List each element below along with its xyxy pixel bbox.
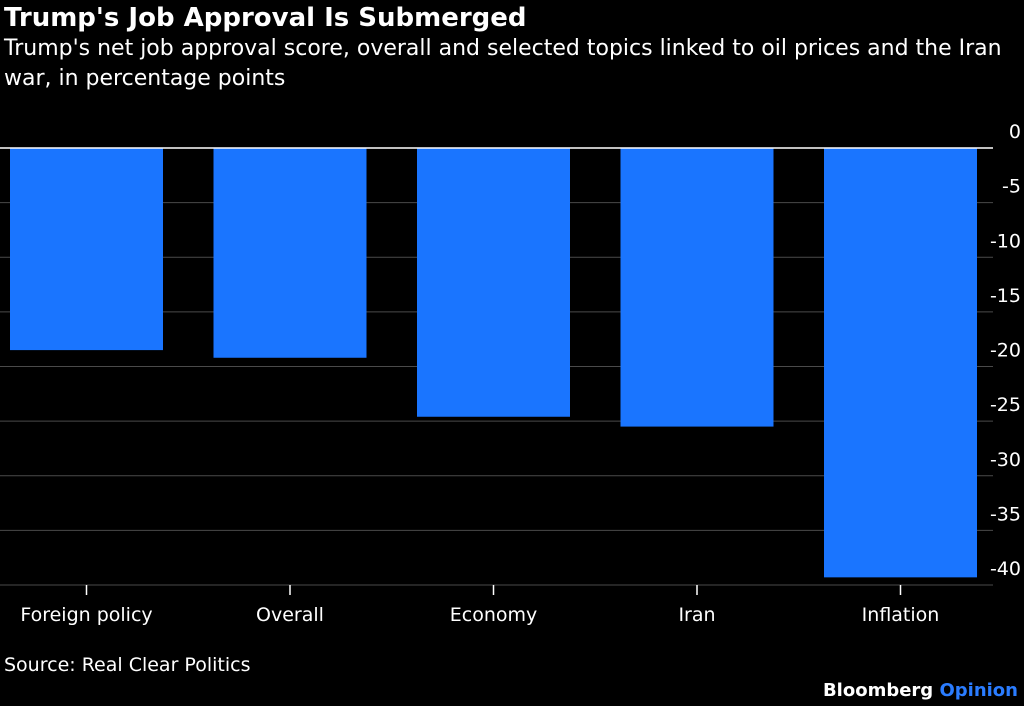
x-tick-label-3: Iran [678, 604, 715, 626]
bars [10, 148, 977, 578]
x-tick-label-2: Economy [450, 604, 538, 626]
bar-1 [213, 148, 367, 358]
bar-2 [417, 148, 570, 417]
y-tick-label-4: -20 [990, 340, 1021, 362]
y-tick-label-3: -15 [990, 285, 1021, 307]
chart-subtitle: Trump's net job approval score, overall … [4, 36, 1002, 91]
source-note: Source: Real Clear Politics [4, 654, 251, 676]
brand-accent: Opinion [939, 680, 1018, 701]
x-tick-label-4: Inflation [862, 604, 940, 626]
y-tick-label-7: -35 [990, 503, 1021, 525]
bar-3 [620, 148, 774, 427]
bar-4 [824, 148, 977, 578]
y-tick-label-1: -5 [1002, 176, 1021, 198]
brand-logo: Bloomberg Opinion [823, 679, 1018, 703]
y-tick-label-0: 0 [1009, 121, 1021, 143]
tick-labels: Foreign policy Overall Economy Iran Inflatio… [20, 121, 1021, 626]
y-tick-label-2: -10 [990, 230, 1021, 252]
x-tick-label-1: Overall [256, 604, 324, 626]
y-tick-label-5: -25 [990, 394, 1021, 416]
y-tick-label-6: -30 [990, 449, 1021, 471]
bar-0 [10, 148, 163, 351]
chart-title: Trump's Job Approval Is Submerged [4, 3, 527, 33]
y-tick-label-8: -40 [990, 558, 1021, 580]
axes [0, 147, 993, 595]
brand-name: Bloomberg [822, 680, 934, 701]
x-tick-label-0: Foreign policy [20, 604, 152, 626]
